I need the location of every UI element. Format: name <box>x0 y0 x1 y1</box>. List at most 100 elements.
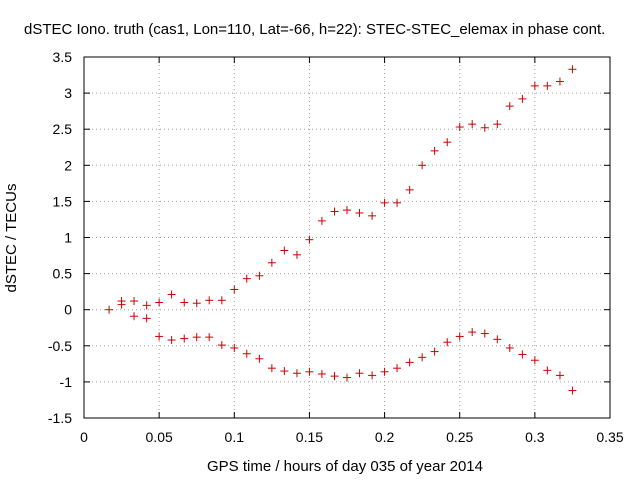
y-tick-label: -1.5 <box>48 410 72 426</box>
data-point <box>555 371 564 380</box>
data-point <box>493 120 502 129</box>
y-tick-label: -1 <box>60 374 73 390</box>
data-point <box>130 297 139 306</box>
plot-area-border <box>83 56 611 419</box>
y-tick-label: 0 <box>64 302 72 318</box>
data-point <box>380 367 389 376</box>
axis-ticks: 0 0.05 0.1 0.15 0.2 0.25 0.3 0.35 -1.5 -1 -0.5 0 0.5… <box>48 49 624 445</box>
data-point <box>418 353 427 362</box>
data-point <box>192 333 201 342</box>
data-point <box>455 123 464 132</box>
data-point <box>493 335 502 344</box>
data-point <box>205 296 214 305</box>
data-point <box>230 285 239 294</box>
y-tick-label: 3.5 <box>53 49 73 65</box>
y-tick-label: -0.5 <box>48 338 72 354</box>
x-tick-label: 0 <box>80 429 88 445</box>
data-point <box>343 206 351 215</box>
data-point <box>280 367 289 376</box>
data-point <box>468 120 477 129</box>
y-tick-label: 2.5 <box>53 121 73 137</box>
data-point <box>568 386 577 395</box>
data-point <box>192 299 201 308</box>
data-point <box>292 250 301 259</box>
data-point <box>255 271 264 280</box>
data-point <box>180 334 189 343</box>
data-point <box>317 369 326 378</box>
data-point <box>217 341 226 350</box>
data-point <box>380 198 389 207</box>
x-tick-label: 0.05 <box>146 429 173 445</box>
data-point <box>117 297 126 306</box>
data-point <box>255 354 264 363</box>
data-point <box>430 347 439 356</box>
data-point <box>393 198 402 207</box>
data-point <box>305 367 314 376</box>
y-tick-label: 1 <box>64 230 72 246</box>
data-point <box>230 343 239 352</box>
data-point <box>305 235 314 244</box>
y-tick-label: 2 <box>64 157 72 173</box>
data-point <box>505 343 514 352</box>
data-point <box>292 369 301 378</box>
data-point <box>418 161 427 170</box>
chart-title: dSTEC Iono. truth (cas1, Lon=110, Lat=-6… <box>24 21 605 38</box>
data-point <box>555 77 564 86</box>
data-point <box>205 333 214 342</box>
data-point <box>368 371 377 380</box>
x-tick-label: 0.1 <box>225 429 245 445</box>
data-point <box>155 298 164 307</box>
data-point <box>518 350 527 359</box>
x-tick-label: 0.15 <box>296 429 323 445</box>
y-tick-label: 3 <box>64 85 72 101</box>
data-point <box>393 364 402 373</box>
data-point <box>155 332 164 341</box>
x-tick-label: 0.2 <box>375 429 395 445</box>
data-point <box>468 328 477 337</box>
data-point <box>530 356 539 365</box>
data-point <box>167 290 176 299</box>
data-point <box>355 369 364 378</box>
grid-lines <box>84 57 610 418</box>
data-point <box>543 366 552 375</box>
x-tick-label: 0.3 <box>525 429 545 445</box>
data-point <box>443 138 452 147</box>
data-point <box>430 146 439 155</box>
data-point <box>217 296 226 305</box>
data-point <box>505 102 514 111</box>
data-point <box>105 305 114 314</box>
data-point <box>167 336 176 345</box>
data-point <box>530 81 539 90</box>
y-axis-label: dSTEC / TECUs <box>3 184 20 293</box>
data-point <box>543 81 552 90</box>
data-point <box>405 185 414 194</box>
data-point <box>242 349 251 358</box>
data-point <box>267 258 276 267</box>
data-point <box>518 94 527 103</box>
x-tick-label: 0.25 <box>446 429 473 445</box>
data-point <box>280 246 289 255</box>
data-point <box>355 208 364 217</box>
data-point <box>267 364 276 373</box>
data-point <box>455 332 464 341</box>
data-point <box>142 314 151 323</box>
data-point <box>405 358 414 367</box>
data-point <box>180 298 189 307</box>
x-axis-label: GPS time / hours of day 035 of year 2014 <box>207 458 483 475</box>
data-point <box>568 65 577 74</box>
data-point <box>343 373 351 382</box>
y-tick-label: 0.5 <box>53 266 73 282</box>
y-tick-label: 1.5 <box>53 193 73 209</box>
data-point <box>330 207 339 216</box>
data-points <box>105 65 577 395</box>
data-point <box>330 372 339 381</box>
data-point <box>130 312 139 321</box>
x-tick-label: 0.35 <box>596 429 623 445</box>
data-point <box>317 216 326 225</box>
data-point <box>142 301 151 310</box>
data-point <box>242 274 251 283</box>
data-point <box>480 123 489 132</box>
data-point <box>443 338 452 347</box>
data-point <box>368 211 377 220</box>
